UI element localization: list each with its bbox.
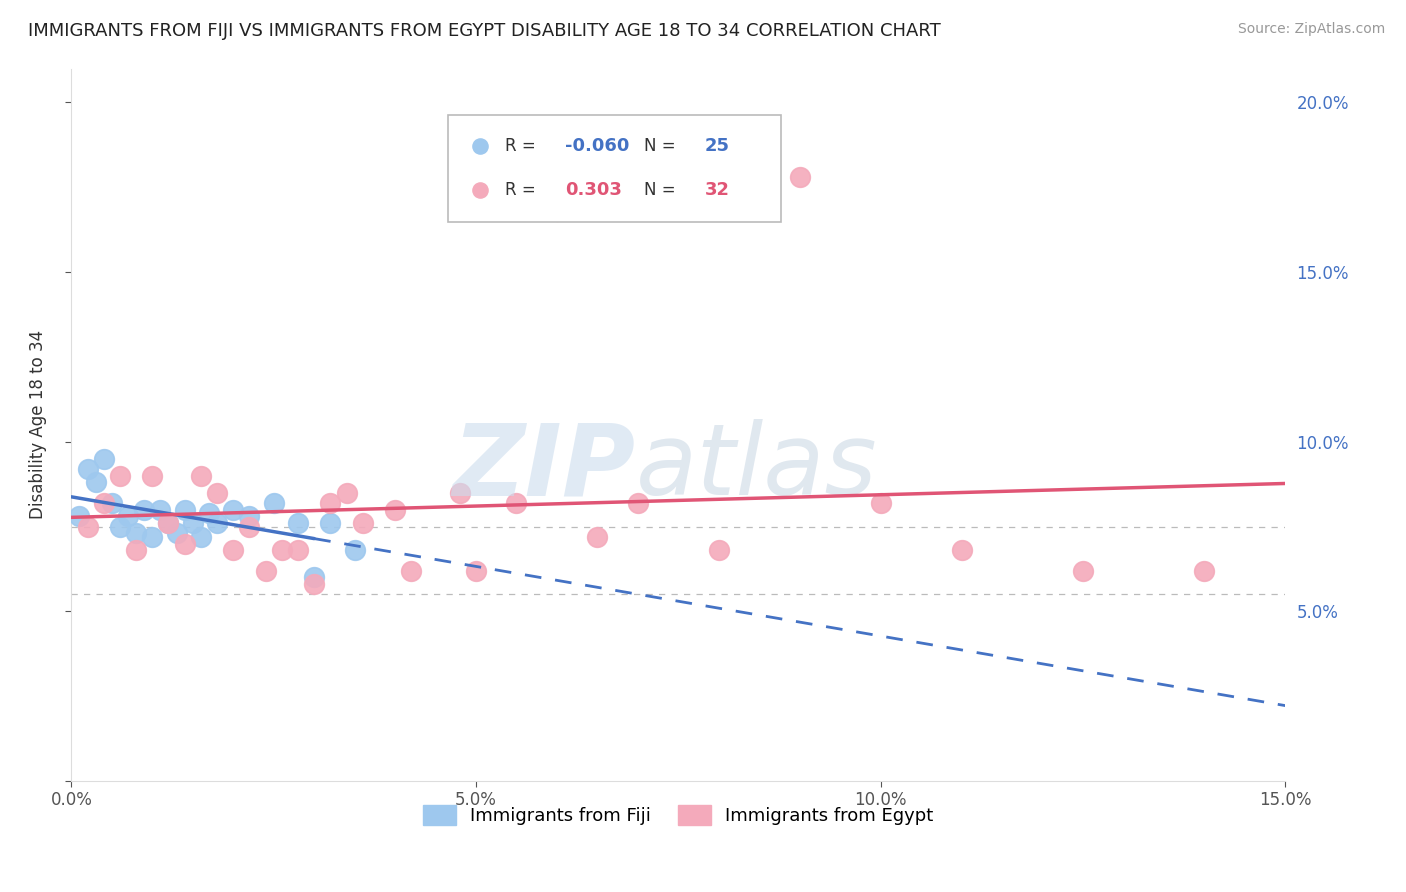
- Point: [190, 468, 212, 483]
- Point: [238, 509, 260, 524]
- Text: N =: N =: [644, 181, 676, 199]
- Point: [302, 577, 325, 591]
- Text: Source: ZipAtlas.com: Source: ZipAtlas.com: [1237, 22, 1385, 37]
- Text: ZIP: ZIP: [453, 419, 636, 516]
- Point: [287, 516, 309, 530]
- Point: [789, 170, 811, 185]
- Text: R =: R =: [505, 181, 536, 199]
- Text: 0.303: 0.303: [565, 181, 623, 199]
- Point: [352, 516, 374, 530]
- Point: [1071, 564, 1094, 578]
- Point: [108, 519, 131, 533]
- Point: [76, 462, 98, 476]
- Text: R =: R =: [505, 137, 536, 155]
- Point: [69, 509, 91, 524]
- Point: [343, 543, 366, 558]
- Point: [125, 543, 148, 558]
- Point: [254, 564, 277, 578]
- Point: [173, 536, 195, 550]
- Point: [76, 519, 98, 533]
- Point: [319, 496, 342, 510]
- Point: [84, 475, 107, 490]
- Point: [173, 502, 195, 516]
- Point: [93, 496, 115, 510]
- FancyBboxPatch shape: [447, 115, 782, 222]
- Point: [546, 204, 568, 219]
- Point: [157, 516, 180, 530]
- Point: [399, 564, 422, 578]
- Point: [108, 468, 131, 483]
- Point: [222, 502, 245, 516]
- Point: [205, 485, 228, 500]
- Point: [117, 509, 139, 524]
- Point: [287, 543, 309, 558]
- Point: [335, 485, 357, 500]
- Point: [157, 516, 180, 530]
- Point: [950, 543, 973, 558]
- Point: [319, 516, 342, 530]
- Point: [1194, 564, 1216, 578]
- Text: 25: 25: [704, 137, 730, 155]
- Point: [627, 496, 650, 510]
- Point: [198, 506, 221, 520]
- Point: [222, 543, 245, 558]
- Point: [465, 564, 488, 578]
- Point: [263, 496, 285, 510]
- Text: N =: N =: [644, 137, 676, 155]
- Text: atlas: atlas: [636, 419, 877, 516]
- Point: [449, 485, 471, 500]
- Point: [141, 468, 163, 483]
- Point: [181, 516, 204, 530]
- Point: [101, 496, 124, 510]
- Point: [93, 451, 115, 466]
- Text: IMMIGRANTS FROM FIJI VS IMMIGRANTS FROM EGYPT DISABILITY AGE 18 TO 34 CORRELATIO: IMMIGRANTS FROM FIJI VS IMMIGRANTS FROM …: [28, 22, 941, 40]
- Point: [134, 502, 156, 516]
- Point: [238, 519, 260, 533]
- Legend: Immigrants from Fiji, Immigrants from Egypt: Immigrants from Fiji, Immigrants from Eg…: [423, 805, 934, 825]
- Point: [125, 526, 148, 541]
- Point: [141, 530, 163, 544]
- Point: [707, 543, 730, 558]
- Point: [302, 570, 325, 584]
- Point: [505, 496, 527, 510]
- Y-axis label: Disability Age 18 to 34: Disability Age 18 to 34: [30, 330, 46, 519]
- Text: -0.060: -0.060: [565, 137, 630, 155]
- Point: [586, 530, 609, 544]
- Point: [384, 502, 406, 516]
- Point: [869, 496, 891, 510]
- Text: 32: 32: [704, 181, 730, 199]
- Point: [166, 526, 188, 541]
- Point: [149, 502, 172, 516]
- Point: [190, 530, 212, 544]
- Point: [205, 516, 228, 530]
- Point: [270, 543, 292, 558]
